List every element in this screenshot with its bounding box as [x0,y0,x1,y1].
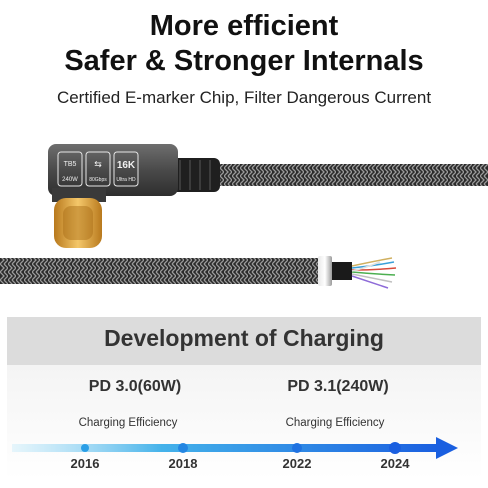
standard-label-pd31: PD 3.1(240W) [287,378,389,395]
headline-line-1: More efficient [149,10,339,42]
arrows-icon: ⇆ [94,160,102,170]
exposed-wires [351,257,397,289]
headline-line-2: Safer & Stronger Internals [64,45,424,77]
usb-c-plug [54,198,102,248]
data-label: 80Gbps [89,177,107,183]
usb-c-plug-slot [63,206,93,240]
data-badge [85,151,111,187]
strain-relief [170,158,220,192]
charging-panel-title: Development of Charging [104,325,384,351]
subtitle: Certified E-marker Chip, Filter Dangerou… [56,88,432,107]
year-label-2022: 2022 [282,456,312,471]
timeline-dot-2016 [81,444,89,452]
charging-panel-header [7,317,481,365]
inner-jacket [332,262,352,280]
lower-cable [0,258,318,284]
foil-ring [318,256,332,286]
timeline-dot-2018 [178,443,188,453]
resolution-label: 16K [117,160,136,171]
timeline-arrow [12,437,458,459]
year-label-2024: 2024 [380,456,410,471]
upper-cable [215,164,488,186]
charging-panel-body [7,365,481,479]
resolution-badge [113,151,139,187]
timeline-dot-2024 [389,442,401,454]
efficiency-label-2: Charging Efficiency [285,417,385,429]
speed-label: TB5 [64,161,77,168]
timeline-arrowhead [436,437,458,459]
efficiency-label-1: Charging Efficiency [78,417,178,429]
power-label: 240W [62,177,78,183]
resolution-sub-label: Ultra HD [116,177,136,183]
timeline-dot-2022 [292,443,302,453]
year-label-2016: 2016 [70,456,100,471]
standard-label-pd30: PD 3.0(60W) [88,378,182,395]
year-label-2018: 2018 [168,456,198,471]
timeline-bar [12,444,440,452]
connector-housing [48,144,178,196]
strain-relief-ribs [179,160,211,190]
cable-illustration: TB5 240W ⇆ 80Gbps 16K Ultra HD [0,144,488,289]
speed-badge [57,151,83,187]
